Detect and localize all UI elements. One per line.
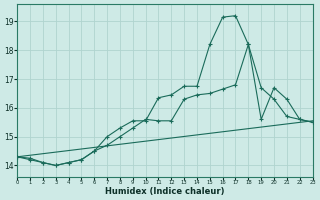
X-axis label: Humidex (Indice chaleur): Humidex (Indice chaleur) [105, 187, 225, 196]
